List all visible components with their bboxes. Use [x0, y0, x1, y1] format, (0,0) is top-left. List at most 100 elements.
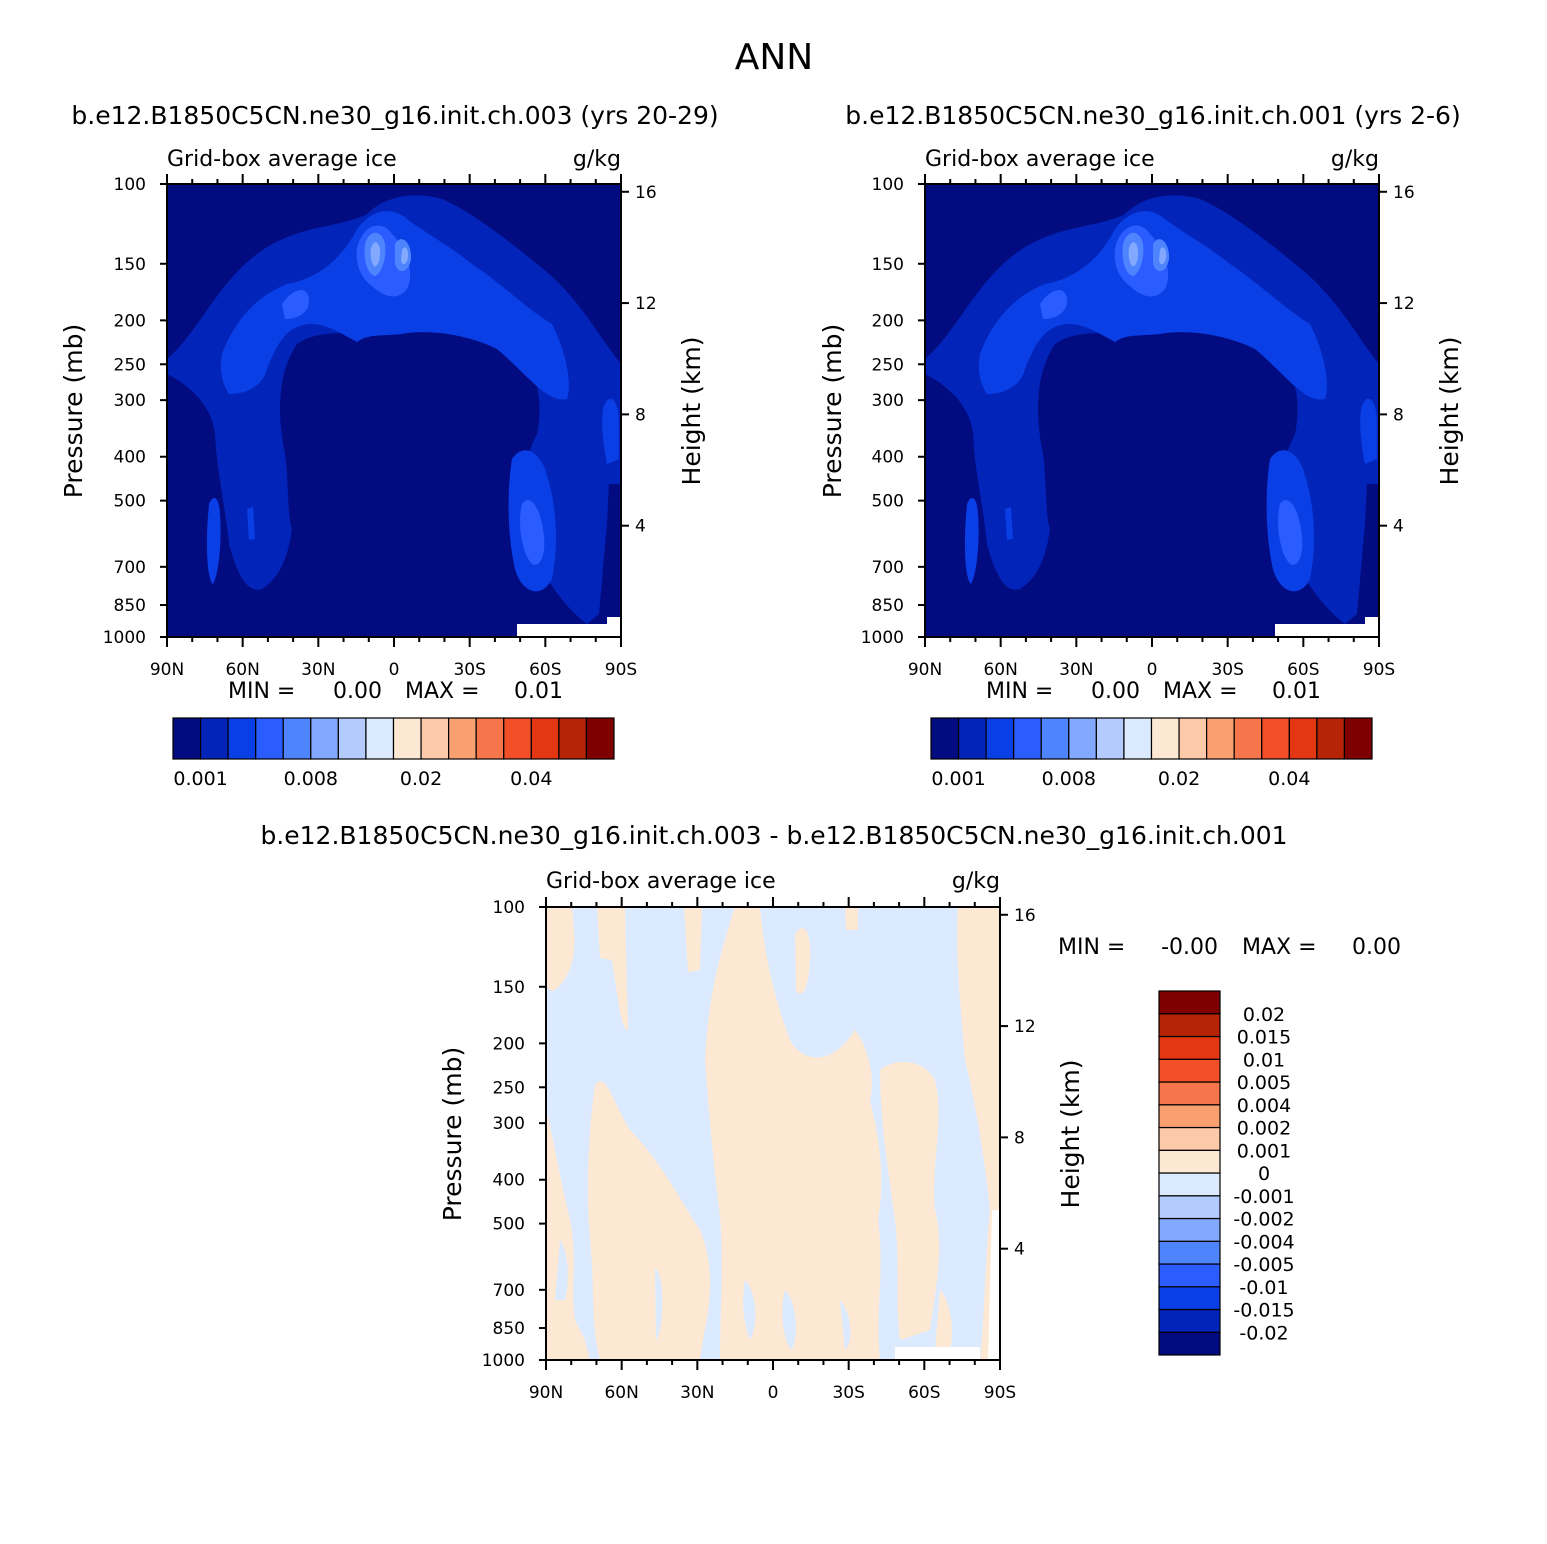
pressure-tick-label: 400 — [493, 1171, 525, 1191]
height-axis: 16 12 8 4 — [1000, 906, 1036, 1260]
pressure-axis: 100 150 200 250 300 400 500 700 850 1000 — [861, 175, 925, 648]
colorbar-swatch — [1206, 717, 1235, 760]
variable-label: Grid-box average ice — [546, 869, 776, 894]
colorbar-label: -0.005 — [1233, 1254, 1294, 1276]
colorbar-swatch — [1158, 1081, 1221, 1106]
y-axis-label-right: Height (km) — [677, 337, 706, 486]
pressure-tick-label: 400 — [114, 448, 146, 468]
latitude-tick-label: 90N — [908, 660, 942, 680]
pressure-tick-label: 200 — [493, 1034, 525, 1054]
colorbar: -0.02-0.015-0.01-0.005-0.004-0.002-0.001… — [1158, 990, 1295, 1356]
colorbar-label: 0.01 — [1243, 1049, 1285, 1071]
latitude-tick-label: 30N — [1059, 660, 1093, 680]
pressure-tick-label: 150 — [872, 255, 904, 275]
panel-title: b.e12.B1850C5CN.ne30_g16.init.ch.001 (yr… — [845, 101, 1460, 130]
latitude-tick-label: 0 — [389, 660, 400, 680]
latitude-tick-label: 90S — [605, 660, 637, 680]
colorbar: 0.001 0.008 0.02 0.04 — [172, 717, 615, 790]
colorbar-swatch — [1158, 1308, 1221, 1333]
colorbar-label: 0.008 — [1042, 768, 1096, 790]
colorbar-swatch — [1158, 1331, 1221, 1356]
latitude-tick-label: 0 — [1147, 660, 1158, 680]
colorbar-swatch — [1158, 1240, 1221, 1265]
latitude-tick-label: 60N — [604, 1383, 638, 1403]
colorbar-swatch — [365, 717, 395, 760]
pressure-tick-label: 150 — [493, 978, 525, 998]
pressure-tick-label: 500 — [493, 1215, 525, 1235]
colorbar-label: 0.001 — [1237, 1140, 1291, 1162]
height-axis: 16 12 8 4 — [1379, 183, 1415, 537]
colorbar-swatch — [1261, 717, 1290, 760]
height-tick-label: 4 — [635, 517, 646, 537]
colorbar-swatch — [1158, 1217, 1221, 1242]
colorbar-swatch — [475, 717, 505, 760]
stat-max-value: 0.00 — [1352, 935, 1401, 960]
latitude-tick-label: 90N — [150, 660, 184, 680]
colorbar-swatch — [1158, 1035, 1221, 1060]
latitude-tick-label: 90S — [984, 1383, 1016, 1403]
pressure-tick-label: 1000 — [103, 628, 146, 648]
pressure-tick-label: 300 — [114, 391, 146, 411]
stat-max-label: MAX = — [1242, 935, 1317, 960]
latitude-tick-label: 90N — [529, 1383, 563, 1403]
colorbar-label: 0.02 — [1158, 768, 1200, 790]
colorbar-label: 0.04 — [510, 768, 552, 790]
latitude-tick-label: 30N — [301, 660, 335, 680]
y-axis-label-right: Height (km) — [1435, 337, 1464, 486]
pressure-tick-label: 700 — [114, 558, 146, 578]
latitude-tick-label: 60S — [529, 660, 561, 680]
colorbar-label: 0 — [1258, 1163, 1270, 1185]
stat-min-label: MIN = — [986, 679, 1053, 704]
y-axis-label: Pressure (mb) — [59, 324, 88, 498]
colorbar-swatch — [558, 717, 588, 760]
contour-field — [925, 184, 1379, 637]
latitude-tick-label: 90S — [1363, 660, 1395, 680]
colorbar-swatch — [1068, 717, 1097, 760]
panel-case: b.e12.B1850C5CN.ne30_g16.init.ch.003 (yr… — [59, 101, 719, 790]
colorbar-swatch — [1040, 717, 1070, 760]
colorbar-swatch — [337, 717, 367, 760]
colorbar-swatch — [392, 717, 422, 760]
height-tick-label: 12 — [1014, 1017, 1036, 1037]
contour-field — [167, 184, 621, 637]
colorbar-swatch — [1316, 717, 1346, 760]
colorbar-label: 0.015 — [1237, 1027, 1291, 1049]
colorbar-swatch — [227, 717, 257, 760]
colorbar-swatch — [1013, 717, 1042, 760]
colorbar-label: 0.02 — [1243, 1004, 1285, 1026]
colorbar-swatch — [420, 717, 450, 760]
colorbar-label: -0.02 — [1239, 1322, 1288, 1344]
pressure-tick-label: 250 — [872, 355, 904, 375]
colorbar-swatch — [255, 717, 284, 760]
height-tick-label: 4 — [1393, 517, 1404, 537]
pressure-tick-label: 1000 — [861, 628, 904, 648]
units-label: g/kg — [1331, 147, 1379, 172]
stat-min-value: -0.00 — [1161, 935, 1218, 960]
colorbar-swatch — [503, 717, 532, 760]
colorbar-swatch — [1158, 1195, 1221, 1220]
colorbar-label: 0.008 — [284, 768, 338, 790]
colorbar-swatch — [1158, 1126, 1221, 1151]
pressure-axis: 100 150 200 250 300 400 500 700 850 1000 — [482, 898, 546, 1371]
latitude-tick-label: 30N — [680, 1383, 714, 1403]
variable-label: Grid-box average ice — [925, 147, 1155, 172]
latitude-axis: 90N 60N 30N 0 30S 60S 90S — [529, 897, 1016, 1403]
pressure-axis: 100 150 200 250 300 400 500 700 850 1000 — [103, 175, 167, 648]
pressure-tick-label: 250 — [493, 1078, 525, 1098]
stat-min-value: 0.00 — [333, 679, 382, 704]
colorbar-swatch — [1178, 717, 1208, 760]
colorbar-swatch — [199, 717, 229, 760]
latitude-tick-label: 0 — [768, 1383, 779, 1403]
stat-max-value: 0.01 — [514, 679, 563, 704]
colorbar-swatch — [530, 717, 560, 760]
height-tick-label: 8 — [1393, 405, 1404, 425]
latitude-tick-label: 30S — [832, 1383, 864, 1403]
colorbar-swatch — [585, 717, 615, 760]
stat-max-value: 0.01 — [1272, 679, 1321, 704]
pressure-tick-label: 200 — [114, 311, 146, 331]
colorbar-label: 0.005 — [1237, 1072, 1291, 1094]
panel-control: b.e12.B1850C5CN.ne30_g16.init.ch.001 (yr… — [818, 101, 1464, 790]
pressure-tick-label: 400 — [872, 448, 904, 468]
height-tick-label: 16 — [1014, 906, 1036, 926]
height-tick-label: 8 — [1014, 1128, 1025, 1148]
